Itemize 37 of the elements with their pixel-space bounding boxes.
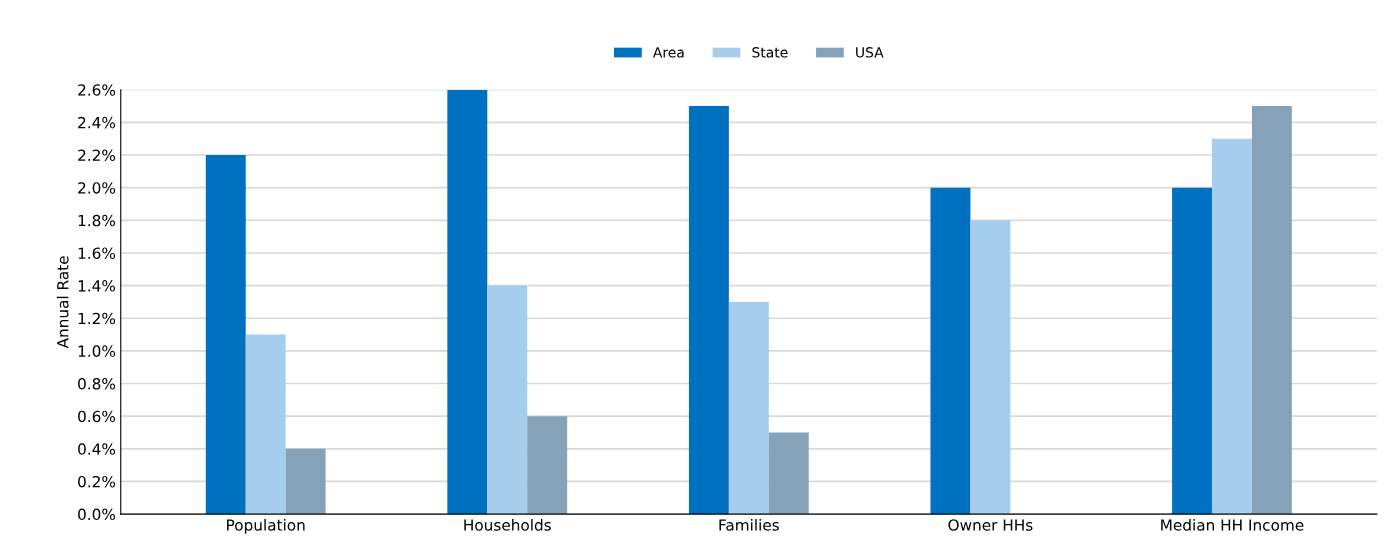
bar — [1211, 138, 1252, 515]
bar — [447, 89, 488, 515]
y-tick-label: 0.4% — [78, 443, 116, 455]
y-tick-label: 1.4% — [78, 280, 116, 292]
x-tick-label: Households — [464, 518, 551, 531]
bar — [1251, 106, 1292, 515]
y-tick-label: 0.2% — [78, 475, 116, 488]
bar — [527, 416, 568, 515]
y-axis-title: Annual Rate — [56, 256, 69, 349]
bar — [205, 155, 246, 515]
y-tick-label: 1.6% — [78, 247, 116, 259]
x-tick-label: Median HH Income — [1161, 518, 1304, 531]
bar — [487, 285, 528, 515]
y-tick-label: 2.0% — [78, 182, 116, 194]
bar — [245, 334, 286, 515]
bar — [285, 448, 326, 515]
bar — [930, 187, 971, 515]
x-tick-label: Families — [719, 518, 779, 531]
legend-label: USA — [856, 47, 884, 58]
y-tick-label: 0.6% — [78, 410, 116, 423]
bar — [688, 106, 729, 515]
y-tick-label: 0.8% — [78, 377, 116, 390]
y-tick-label: 1.2% — [78, 312, 116, 325]
bar — [970, 220, 1011, 515]
bar — [768, 432, 809, 515]
x-tick-label: Population — [227, 518, 305, 534]
legend-label: State — [752, 47, 788, 58]
y-tick-label: 2.2% — [78, 149, 116, 162]
y-tick-label: 2.6% — [78, 84, 116, 96]
bar — [728, 301, 769, 515]
legend-label: Area — [652, 47, 684, 58]
y-tick-label: 1.8% — [78, 214, 116, 227]
x-tick-label: Owner HHs — [948, 519, 1033, 531]
y-tick-label: 0.0% — [78, 508, 116, 521]
bar — [1172, 187, 1212, 515]
y-tick-label: 2.4% — [78, 116, 116, 129]
y-tick-label: 1.0% — [78, 345, 116, 357]
